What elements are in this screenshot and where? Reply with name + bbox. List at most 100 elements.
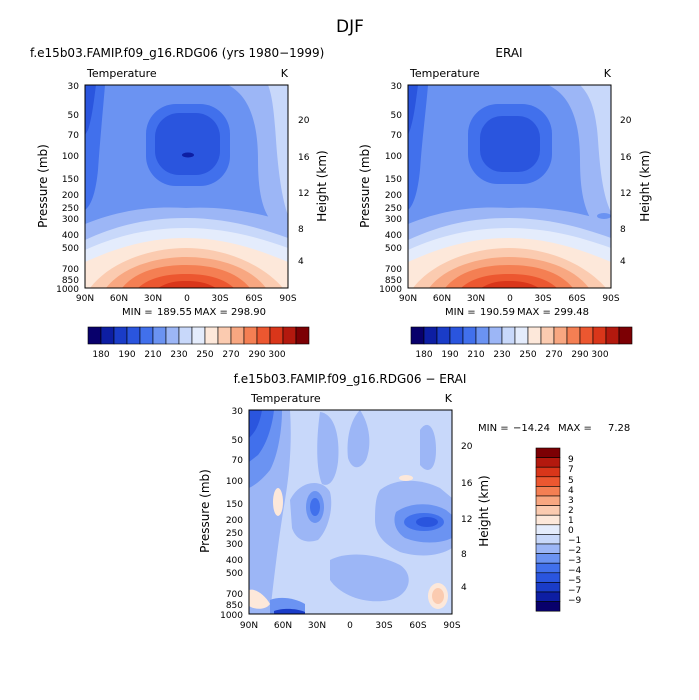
y-tick-label: 150 (385, 175, 402, 185)
colorbar-tick-label: −5 (568, 576, 581, 586)
colorbar-swatch (204, 326, 219, 345)
contour-band (85, 85, 96, 135)
y-tick-label: 70 (391, 131, 403, 141)
stats-line: MIN = 190.59 MAX = 299.48 (445, 307, 589, 318)
colorbar-tick-label: −3 (568, 556, 581, 566)
y2-tick-label: 20 (298, 116, 310, 126)
colorbar-swatch (475, 326, 490, 345)
colorbar-swatch (191, 326, 206, 345)
y2-tick-label: 4 (461, 583, 467, 593)
colorbar-tick-label: 270 (545, 350, 562, 360)
y2-tick-label: 12 (620, 189, 631, 199)
panel-difference-title: f.e15b03.FAMIP.f09_g16.RDG06 − ERAI (234, 372, 467, 386)
y-tick-label: 200 (62, 191, 79, 201)
x-tick-label: 90N (240, 621, 258, 631)
colorbar-swatch (295, 326, 310, 345)
colorbar-difference (535, 447, 561, 612)
y2-tick-label: 20 (461, 442, 473, 452)
colorbar-tick-label: −9 (568, 596, 582, 606)
colorbar-tick-label: −7 (568, 586, 581, 596)
x-tick-label: 0 (184, 294, 190, 304)
y2-tick-label: 8 (620, 225, 626, 235)
colorbar-tick-label: −2 (568, 546, 581, 556)
y2-tick-label: 4 (298, 257, 304, 267)
contour-band (182, 152, 194, 158)
contour-band (416, 517, 438, 527)
y2-axis: 20 16 12 8 4 Height (km) (620, 116, 652, 267)
colorbar-swatch (535, 486, 561, 497)
colorbar-swatch (592, 326, 607, 345)
y-tick-label: 850 (62, 276, 79, 286)
colorbar-swatch (535, 601, 561, 612)
x-tick-label: 60N (274, 621, 292, 631)
colorbar-swatch (535, 591, 561, 602)
panel-erai-left-label: Temperature (409, 67, 480, 80)
colorbar-swatch (618, 326, 633, 345)
contour-band (399, 475, 413, 481)
x-tick-label: 30S (534, 294, 551, 304)
y-axis: 30 50 70 100 150 200 250 300 400 500 700… (36, 82, 79, 295)
y-tick-label: 850 (226, 601, 243, 611)
colorbar-swatch (566, 326, 581, 345)
colorbar-tick-label: 210 (467, 350, 484, 360)
x-axis: 90N 60N 30N 0 30S 60S 90S (76, 294, 297, 304)
x-axis: 90N 60N 30N 0 30S 60S 90S (240, 621, 461, 631)
contour-band (480, 116, 540, 172)
panel-model-title: f.e15b03.FAMIP.f09_g16.RDG06 (yrs 1980−1… (30, 46, 324, 60)
x-tick-label: 0 (347, 621, 353, 631)
y-tick-label: 70 (68, 131, 80, 141)
y2-tick-label: 16 (620, 153, 632, 163)
colorbar-tick-label: 300 (268, 350, 285, 360)
y-tick-label: 50 (391, 111, 403, 121)
colorbar-swatch (535, 543, 561, 554)
y2-axis-title: Height (km) (315, 150, 329, 221)
y-tick-label: 700 (226, 590, 243, 600)
colorbar-swatch (282, 326, 297, 345)
plot-frame (407, 84, 612, 289)
y-tick-label: 400 (62, 231, 79, 241)
contour-band (158, 281, 216, 288)
min-label: MIN = (478, 423, 509, 434)
max-label: MAX = (194, 307, 228, 318)
contour-band (268, 85, 288, 215)
colorbar-swatch (535, 476, 561, 487)
x-tick-label: 60S (568, 294, 585, 304)
min-label: MIN = (122, 307, 153, 318)
y-tick-label: 150 (226, 500, 243, 510)
max-value: 299.48 (554, 307, 589, 318)
y-tick-label: 250 (226, 529, 243, 539)
colorbar-swatch (488, 326, 503, 345)
colorbar-swatch (535, 562, 561, 574)
colorbar-tick-label: 5 (568, 476, 574, 486)
y-axis-title: Pressure (mb) (198, 469, 212, 553)
panel-model-right-label: K (281, 67, 289, 80)
y-tick-label: 500 (62, 244, 79, 254)
max-value: 298.90 (231, 307, 266, 318)
colorbar-swatch (501, 326, 516, 345)
contour-band (432, 588, 444, 604)
y-tick-label: 250 (385, 204, 402, 214)
x-tick-label: 30N (144, 294, 162, 304)
contour-band (408, 85, 418, 135)
y-tick-label: 100 (62, 152, 79, 162)
colorbar-model-ticks: 180 190 210 230 250 270 290 300 (92, 350, 285, 360)
plot-frame (248, 409, 453, 615)
colorbar-swatch (535, 466, 561, 478)
y-tick-label: 150 (62, 175, 79, 185)
colorbar-tick-label: −4 (568, 566, 582, 576)
y2-tick-label: 4 (620, 257, 626, 267)
contour-band (597, 213, 611, 219)
colorbar-swatch (178, 326, 193, 345)
y2-tick-label: 8 (298, 225, 304, 235)
colorbar-tick-label: 290 (248, 350, 265, 360)
colorbar-tick-label: 180 (415, 350, 432, 360)
colorbar-tick-label: 230 (170, 350, 187, 360)
max-value: 7.28 (608, 423, 630, 434)
x-tick-label: 90N (399, 294, 417, 304)
colorbar-tick-label: 4 (568, 486, 574, 496)
colorbar-tick-label: −1 (568, 536, 581, 546)
contour-band (249, 589, 270, 609)
min-label: MIN = (445, 307, 476, 318)
colorbar-erai (410, 326, 633, 345)
colorbar-swatch (514, 326, 529, 345)
